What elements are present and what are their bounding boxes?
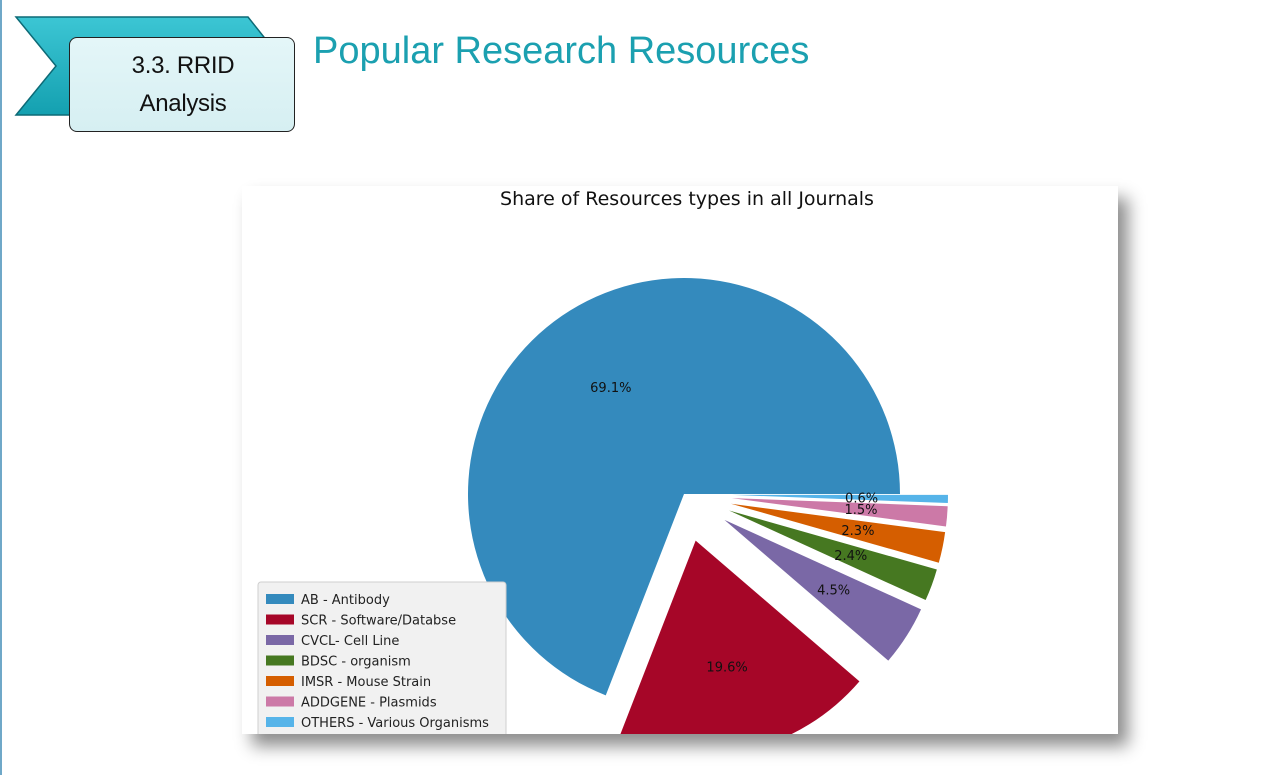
section-name: Analysis [139, 90, 227, 117]
pie-slice-pct-label: 0.6% [845, 491, 878, 506]
page-title: Popular Research Resources [313, 30, 810, 72]
legend-entry-label: BDSC - organism [301, 655, 411, 670]
legend-swatch [266, 655, 294, 666]
pie-slice-cvcl [724, 519, 922, 661]
legend-box [257, 581, 507, 734]
pie-slice-pct-label: 2.4% [834, 549, 867, 564]
pie-slice-addgene [731, 498, 948, 527]
pie-slice-pct-label: 19.6% [706, 660, 747, 675]
legend-swatch [266, 717, 294, 727]
legend-entry-label: AB - Antibody [301, 593, 390, 608]
section-number: 3.3. RRID [131, 52, 235, 79]
pie-chart-panel: Share of Resources types in all Journals… [242, 186, 1118, 734]
section-label-box: 3.3. RRID Analysis [69, 37, 295, 132]
pie-slice-others [731, 494, 948, 504]
pie-slice-imsr [731, 503, 946, 563]
legend-swatch [266, 635, 294, 645]
slide-left-rule [0, 0, 2, 775]
legend-swatch [266, 676, 294, 686]
legend-swatch [266, 614, 294, 625]
section-badge: 3.3. RRID Analysis [0, 0, 310, 145]
pie-slice-pct-label: 1.5% [844, 503, 877, 518]
pie-slice-ab [468, 278, 900, 696]
legend-entry-label: SCR - Software/Databse [301, 614, 456, 629]
pie-chart: Share of Resources types in all Journals… [257, 188, 948, 734]
pie-slice-pct-label: 69.1% [590, 381, 631, 396]
legend-swatch [266, 594, 294, 604]
pie-slice-pct-label: 4.5% [817, 584, 850, 599]
pie-slice-scr [620, 540, 860, 734]
pie-slice-pct-label: 2.3% [841, 524, 874, 539]
chart-title: Share of Resources types in all Journals [500, 188, 874, 210]
legend-entry-label: ADDGENE - Plasmids [301, 696, 437, 711]
pie-slice-bdsc [729, 510, 937, 601]
legend-swatch [266, 696, 294, 707]
legend-entry-label: OTHERS - Various Organisms [301, 716, 489, 731]
legend-entry-label: CVCL- Cell Line [301, 634, 399, 649]
legend-entry-label: IMSR - Mouse Strain [301, 675, 431, 690]
